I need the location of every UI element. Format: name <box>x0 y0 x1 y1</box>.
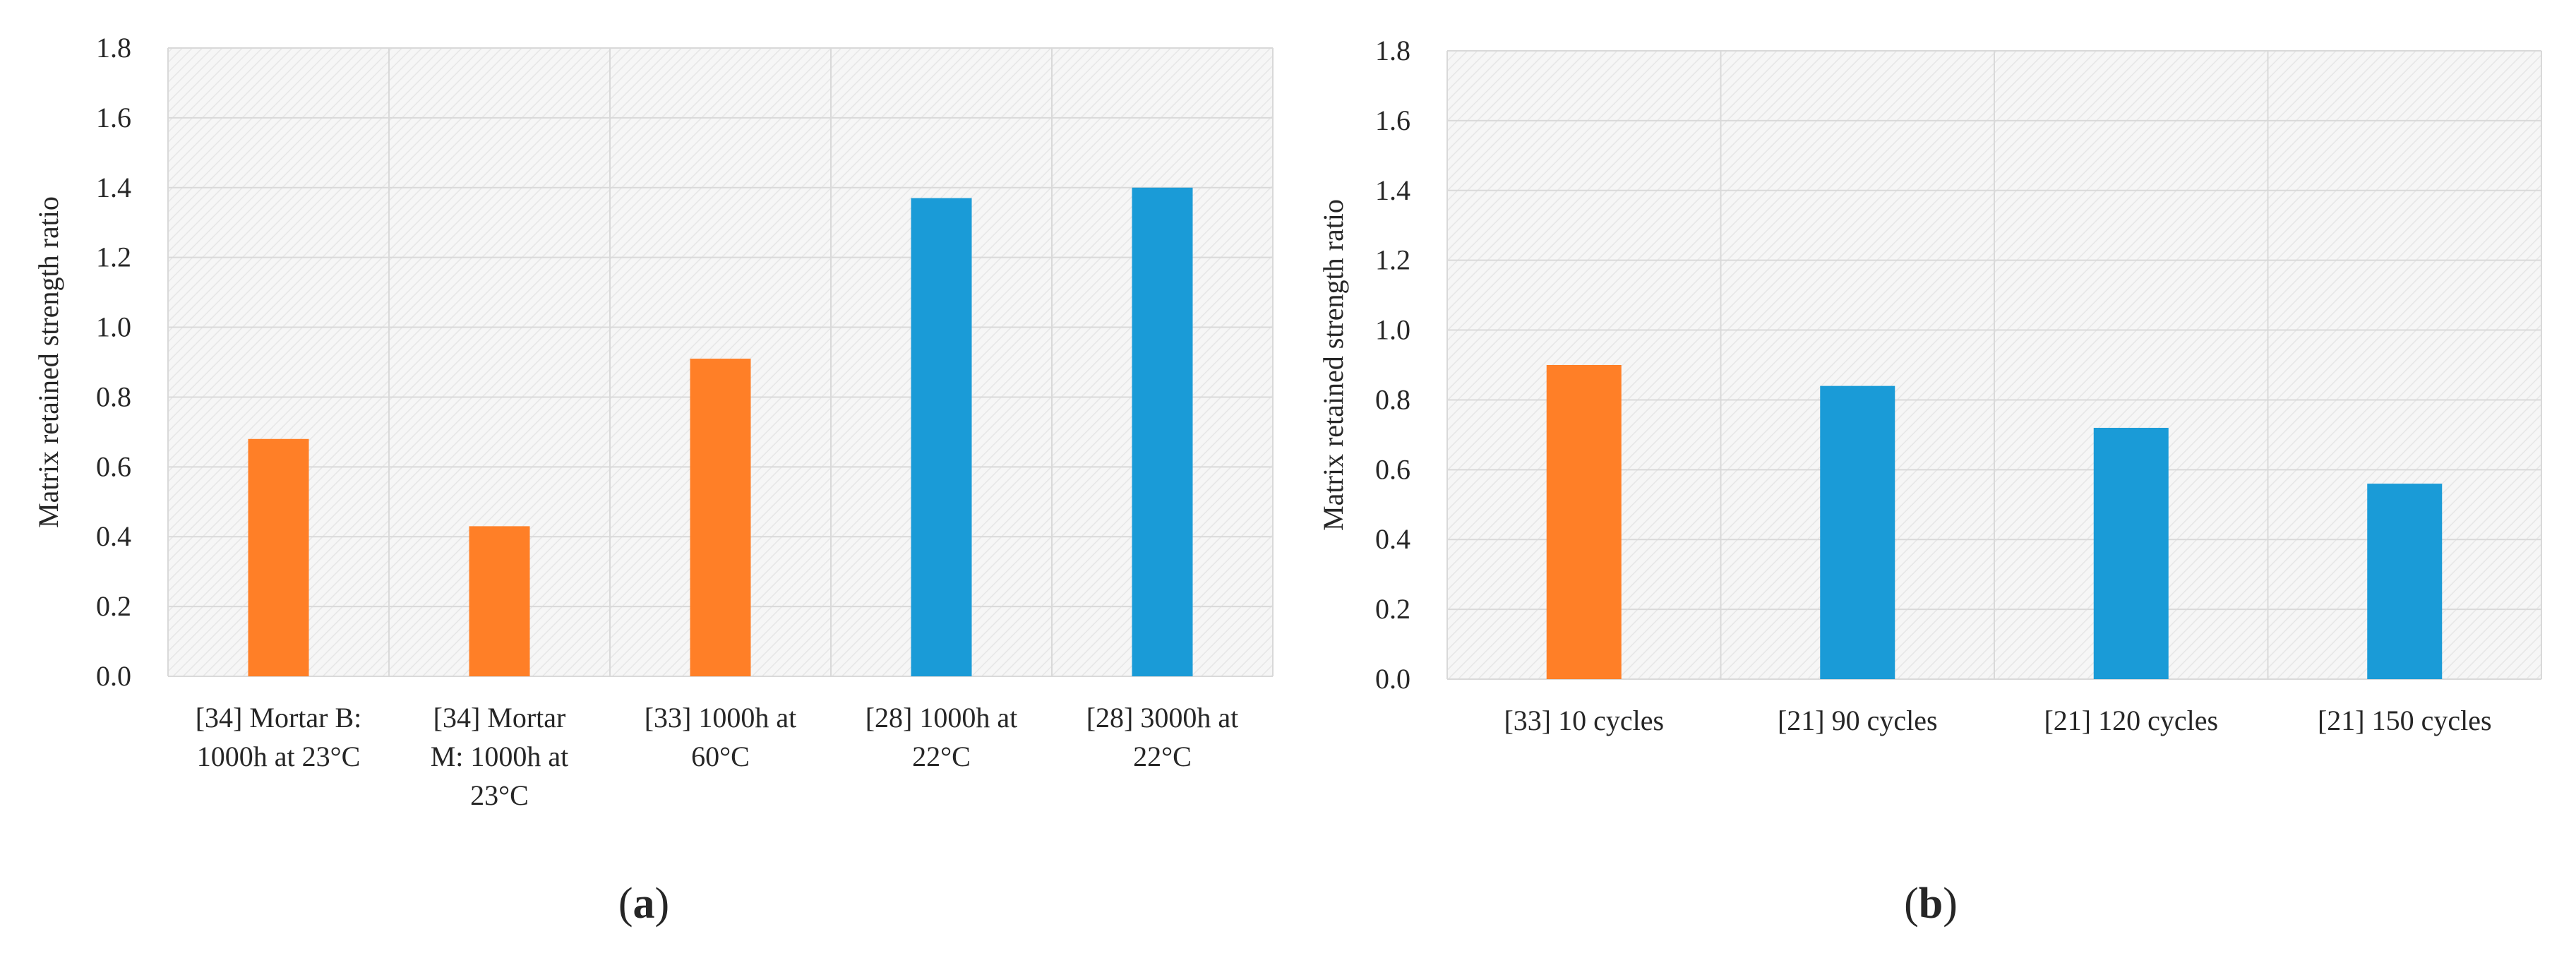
y-tick-label: 1.0 <box>1375 314 1410 346</box>
y-axis-label: Matrix retained strength ratio <box>32 196 64 528</box>
x-tick-label: [21] 150 cycles <box>2318 705 2492 736</box>
panel-label-open: ( <box>1904 880 1919 928</box>
y-tick-label: 1.4 <box>96 172 131 203</box>
x-tick-label: [34] Mortar B: 1000h at 23°C <box>196 702 362 772</box>
y-tick-label: 0.2 <box>96 590 131 622</box>
y-tick-label: 0.8 <box>1375 383 1410 415</box>
x-tick-label: [28] 3000h at 22°C <box>1086 702 1239 772</box>
y-tick-label: 0.6 <box>96 450 131 482</box>
x-tick-label-line: [28] 1000h at <box>865 702 1018 734</box>
y-tick-label: 0.0 <box>1375 663 1410 695</box>
bar <box>1132 187 1193 676</box>
y-axis-label: Matrix retained strength ratio <box>1317 199 1349 531</box>
x-tick-label-line: [21] 120 cycles <box>2044 705 2218 736</box>
y-tick-label: 0.4 <box>1375 523 1410 555</box>
x-tick-label: [33] 1000h at 60°C <box>645 702 797 772</box>
bar <box>1820 385 1895 679</box>
bar <box>2093 428 2169 679</box>
y-tick-label: 0.0 <box>96 660 131 692</box>
y-tick-label: 0.4 <box>96 520 131 552</box>
x-tick-label-line: [33] 10 cycles <box>1504 705 1664 736</box>
panel-label-open: ( <box>618 880 633 928</box>
y-tick-label: 1.2 <box>96 241 131 273</box>
x-tick-label: [21] 120 cycles <box>2044 705 2218 736</box>
x-tick-label-line: [21] 90 cycles <box>1778 705 1938 736</box>
x-tick-label: [28] 1000h at 22°C <box>865 702 1018 772</box>
x-tick-label-line: [34] Mortar <box>433 702 566 734</box>
bar <box>1546 365 1622 679</box>
y-tick-label: 1.8 <box>1375 35 1410 66</box>
x-tick-label-line: [33] 1000h at <box>645 702 797 734</box>
x-tick-label-line: 23°C <box>470 779 529 811</box>
bar <box>911 198 972 677</box>
x-tick-label: [21] 90 cycles <box>1778 705 1938 736</box>
x-tick-label-line: 22°C <box>912 741 971 772</box>
bar <box>469 526 530 676</box>
x-tick-label-line: M: 1000h at <box>431 741 569 772</box>
y-tick-label: 0.8 <box>96 381 131 412</box>
x-tick-label: [34] Mortar M: 1000h at 23°C <box>431 702 569 811</box>
chart-b: 0.0 0.2 0.4 0.6 0.8 1.0 1.2 1.4 1.6 1.8 [33] 10 cy… <box>1317 35 2542 928</box>
panel-label-close: ) <box>655 880 670 928</box>
chart-a: 0.0 0.2 0.4 0.6 0.8 1.0 1.2 1.4 1.6 1.8 [34] Morta… <box>32 32 1274 928</box>
panel-label-letter: b <box>1919 880 1943 928</box>
x-tick-label-line: 22°C <box>1133 741 1192 772</box>
y-tick-label: 1.4 <box>1375 174 1410 206</box>
y-tick-label: 1.8 <box>96 32 131 64</box>
x-tick-label-line: [21] 150 cycles <box>2318 705 2492 736</box>
x-tick-label-line: [28] 3000h at <box>1086 702 1239 734</box>
x-tick-label: [33] 10 cycles <box>1504 705 1664 736</box>
y-tick-label: 1.6 <box>1375 104 1410 136</box>
panel-label-letter: a <box>633 880 655 928</box>
x-tick-label-line: [34] Mortar B: <box>196 702 362 734</box>
panel-label: (b) <box>1904 880 1958 928</box>
y-tick-label: 0.2 <box>1375 593 1410 625</box>
bar <box>2367 484 2443 679</box>
panel-label: (a) <box>618 880 669 928</box>
y-tick-label: 1.0 <box>96 311 131 343</box>
panel-label-close: ) <box>1943 880 1958 928</box>
x-tick-label-line: 60°C <box>691 741 750 772</box>
y-tick-label: 0.6 <box>1375 453 1410 485</box>
y-tick-label: 1.6 <box>96 102 131 133</box>
x-tick-label-line: 1000h at 23°C <box>197 741 361 772</box>
bar <box>248 438 309 676</box>
y-tick-label: 1.2 <box>1375 244 1410 276</box>
bar <box>690 359 751 676</box>
